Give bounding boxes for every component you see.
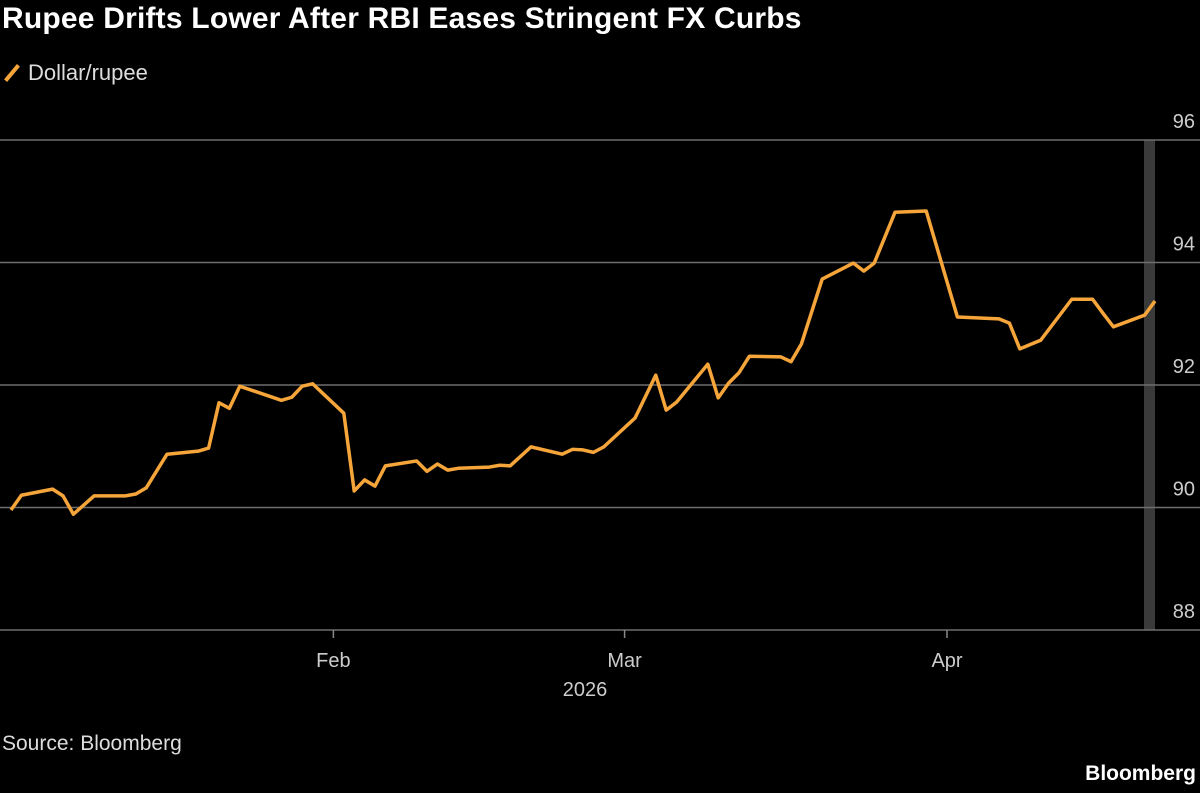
series-line-dollar-rupee (9, 209, 1157, 516)
y-tick-label: 92 (1173, 356, 1195, 378)
y-tick-label: 90 (1173, 479, 1195, 501)
x-tick-label: Apr (931, 650, 962, 672)
legend-label: Dollar/rupee (28, 60, 148, 85)
bloomberg-logo: Bloomberg (1085, 762, 1196, 785)
y-tick-label: 88 (1173, 601, 1195, 623)
x-year-label: 2026 (563, 679, 608, 701)
x-tick-label: Mar (607, 650, 642, 672)
y-tick-label: 96 (1173, 111, 1195, 133)
y-tick-label: 94 (1173, 234, 1195, 256)
source-note: Source: Bloomberg (2, 732, 182, 755)
legend: Dollar/rupee (4, 60, 148, 86)
x-tick-label: Feb (316, 650, 350, 672)
chart-title: Rupee Drifts Lower After RBI Eases Strin… (2, 2, 802, 35)
